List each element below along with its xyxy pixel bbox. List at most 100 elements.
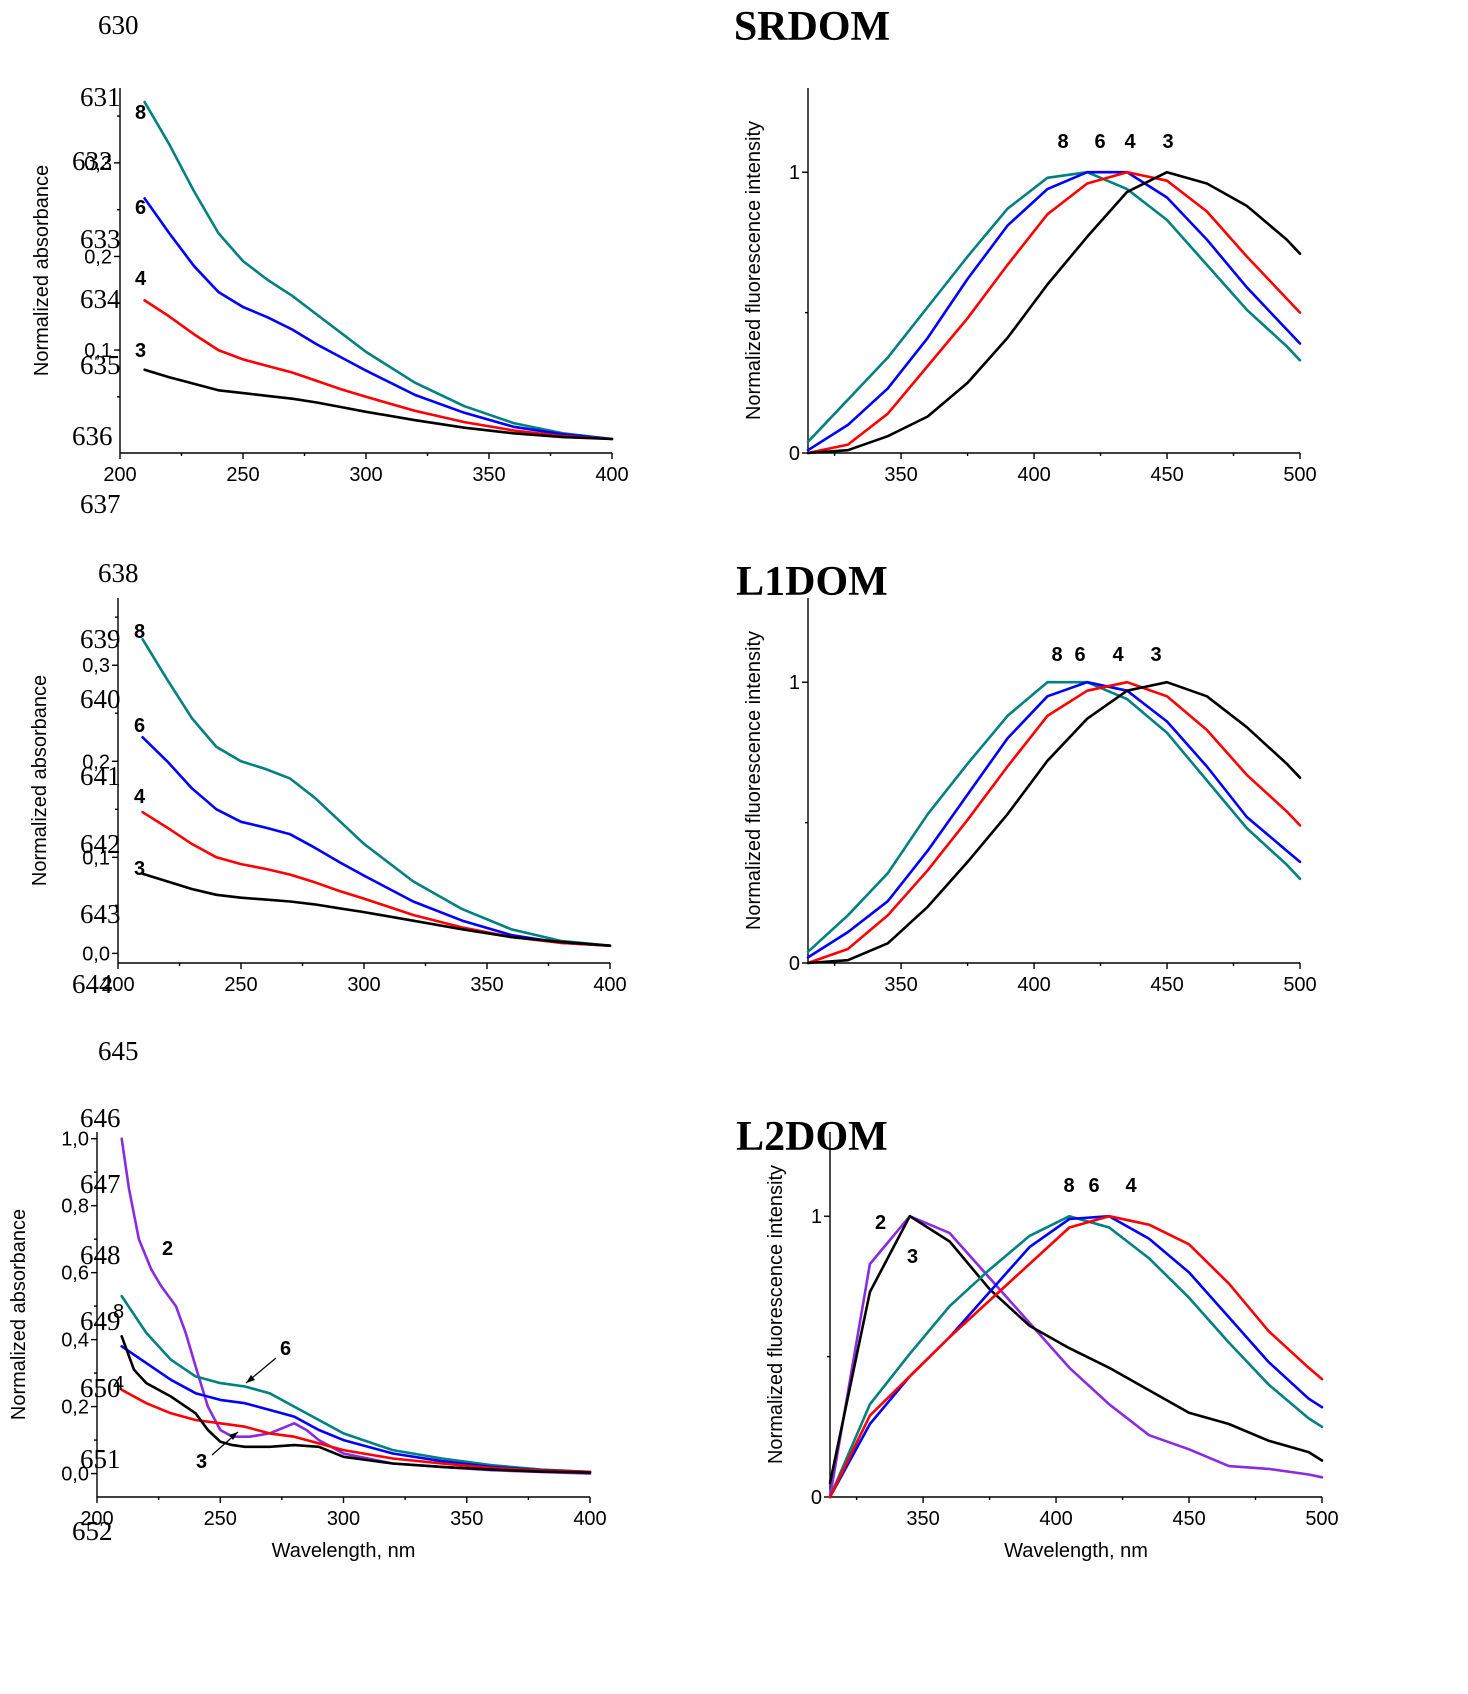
line-number: 644 [72,969,113,999]
series-line-3 [143,368,614,441]
arrowhead-icon [246,1375,255,1383]
line-number: 638 [98,558,139,588]
series-line-3 [828,1214,1324,1485]
section-title-l2dom: L2DOM [736,1114,888,1160]
series-label-2: 2 [162,1238,173,1260]
series-line-2 [120,1137,592,1475]
peak-label-8: 8 [1057,131,1068,153]
x-tick-label: 350 [472,464,505,486]
series-line-8 [143,100,614,441]
x-tick-label: 200 [103,464,136,486]
line-number: 640 [80,684,121,714]
series-line-6 [828,1214,1324,1499]
y-tick-label: 0,2 [84,246,112,268]
series-label-3: 3 [134,858,145,880]
series-line-4 [806,680,1302,965]
series-label-4: 4 [113,1373,124,1395]
peak-label-8: 8 [1051,644,1062,666]
x-tick-label: 200 [80,1508,113,1530]
y-tick-label: 0,3 [84,153,112,175]
x-tick-label: 500 [1305,1508,1338,1530]
y-tick-label: 1 [811,1206,822,1228]
series-label-2: 2 [875,1212,886,1234]
x-tick-label: 400 [595,464,628,486]
line-number: 639 [80,624,121,654]
y-axis-label: Normalized fluorescence intensity [743,121,765,420]
line-number: 646 [80,1103,121,1133]
line-number: 634 [80,284,121,314]
chart-srdom-absorbance: 200 250 300 350 400 0,1 0,2 0,3 Normalized absor… [31,88,629,486]
x-tick-label: 300 [347,974,380,996]
series-line-6 [120,1345,592,1474]
y-axis-label: Normalized absorbance [8,1209,30,1420]
series-label-8: 8 [134,621,145,643]
x-tick-label: 450 [1150,974,1183,996]
series-line-8 [806,170,1302,444]
peak-label-4: 4 [1112,644,1124,666]
y-axis-label: Normalized absorbance [29,675,51,886]
y-tick-label: 1 [789,162,800,184]
series-line-6 [141,735,612,948]
line-number: 647 [80,1169,121,1199]
series-label-3: 3 [196,1451,207,1473]
series-label-3: 3 [135,340,146,362]
series-line-8 [828,1214,1324,1499]
line-number: 648 [80,1240,121,1270]
line-number: 650 [80,1373,121,1403]
series-line-4 [828,1214,1324,1499]
line-numbers: 630 631 632 633 634 635 636 637 638 639 640 641 642 6… [72,10,139,1546]
chart-l2dom-fluorescence: 350 400 450 500 0 1 Normalized fluorescence in… [765,1132,1339,1562]
series-line-4 [120,1388,592,1474]
line-number: 632 [72,146,113,176]
line-number: 645 [98,1036,139,1066]
series-label-6: 6 [280,1338,291,1360]
y-tick-label: 0,0 [61,1464,89,1486]
series-line-3 [806,680,1302,965]
series-line-8 [120,1294,592,1474]
x-tick-label: 400 [1017,464,1050,486]
line-number: 643 [80,899,121,929]
series-label-8: 8 [113,1301,124,1323]
x-tick-label: 450 [1172,1508,1205,1530]
y-tick-label: 0,0 [82,943,110,965]
series-label-6: 6 [134,715,145,737]
y-tick-label: 0,2 [61,1397,89,1419]
series-line-3 [141,872,612,948]
series-label-6: 6 [135,197,146,219]
series-line-6 [806,170,1302,452]
series-line-3 [120,1335,592,1474]
series-label-4: 4 [135,268,147,290]
y-tick-label: 0,1 [82,847,110,869]
x-tick-label: 300 [327,1508,360,1530]
peak-label-6: 6 [1094,131,1105,153]
series-line-4 [806,170,1302,455]
x-tick-label: 350 [450,1508,483,1530]
chart-l2dom-absorbance: 200 250 300 350 400 0,0 0,2 0,4 0,6 0,8 1,0 Normali… [8,1129,607,1562]
x-tick-label: 350 [906,1508,939,1530]
peak-label-8: 8 [1063,1175,1074,1197]
y-tick-label: 0,3 [82,655,110,677]
section-title-srdom: SRDOM [734,4,890,50]
peak-label-6: 6 [1074,644,1085,666]
series-line-3 [806,170,1302,455]
line-number: 631 [80,82,121,112]
line-number: 642 [80,829,121,859]
y-tick-label: 1 [789,672,800,694]
line-number: 630 [98,10,139,40]
y-tick-label: 0,2 [82,751,110,773]
x-axis-label: Wavelength, nm [1004,1540,1148,1562]
x-tick-label: 250 [204,1508,237,1530]
x-tick-label: 400 [593,974,626,996]
series-line-6 [806,680,1302,959]
series-line-2 [828,1214,1324,1499]
x-tick-label: 250 [224,974,257,996]
x-tick-label: 350 [884,464,917,486]
line-number: 649 [80,1306,121,1336]
peak-label-3: 3 [1162,131,1173,153]
line-number: 635 [80,350,121,380]
x-tick-label: 400 [1039,1508,1072,1530]
peak-label-4: 4 [1125,1175,1137,1197]
x-tick-label: 450 [1150,464,1183,486]
line-number: 641 [80,761,121,791]
chart-l1dom-fluorescence: 350 400 450 500 0 1 Normalized fluorescence in… [743,598,1317,996]
